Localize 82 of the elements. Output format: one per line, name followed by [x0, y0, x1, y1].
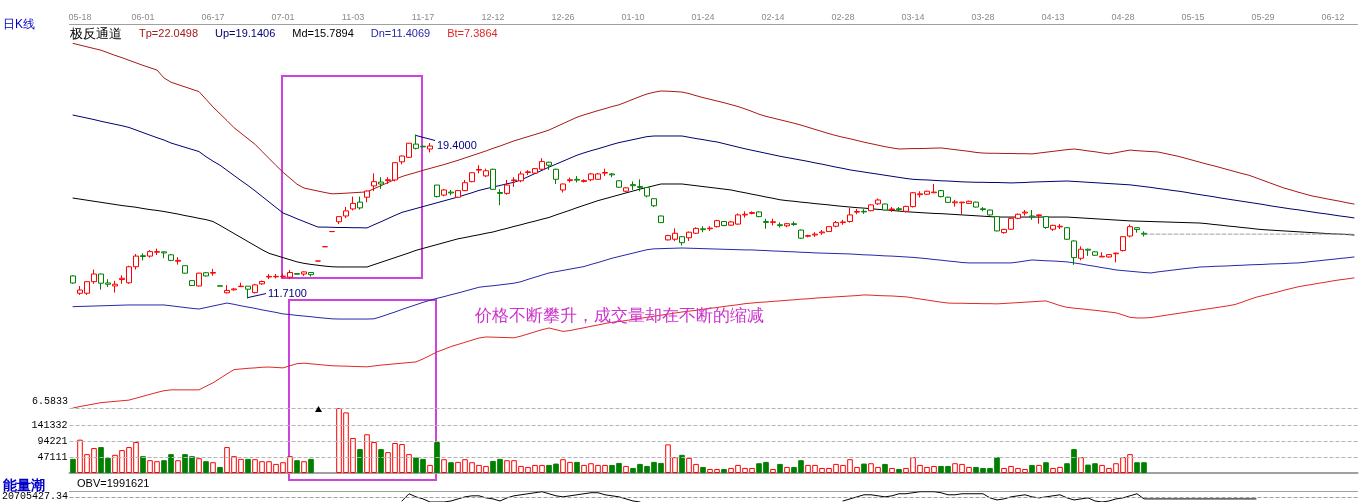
bar — [308, 458, 314, 473]
candlestick — [1141, 230, 1147, 237]
candlestick — [651, 198, 657, 208]
x-tick-label: 06-17 — [201, 11, 225, 22]
candlestick — [1113, 252, 1119, 263]
candlestick — [70, 274, 76, 285]
candlestick — [469, 171, 475, 183]
text: Dn=11.4069 — [370, 27, 431, 40]
text: Tp=22.0498 — [139, 27, 199, 40]
candlestick — [259, 280, 265, 286]
bar — [1029, 464, 1035, 473]
x-tick-label: 04-28 — [1111, 11, 1135, 22]
bar — [70, 458, 76, 473]
candlestick — [868, 203, 874, 212]
bar — [721, 468, 727, 473]
candlestick — [630, 180, 636, 191]
bar — [357, 449, 363, 473]
candlestick — [1092, 250, 1098, 257]
candlestick — [560, 183, 566, 194]
x-tick-label: 12-12 — [481, 11, 505, 22]
bar — [441, 459, 447, 473]
bar — [882, 463, 888, 473]
bar — [1036, 464, 1042, 473]
bar — [245, 458, 251, 473]
bar — [140, 456, 146, 473]
legend-title: 极反通道 — [70, 26, 122, 41]
candlestick — [231, 287, 237, 292]
candlestick — [224, 284, 230, 294]
bar — [700, 466, 706, 473]
chart-title: 日K线 — [3, 17, 36, 31]
bar — [770, 468, 776, 473]
y-tick-label: 94221 — [37, 435, 68, 447]
x-tick-label: 06-01 — [131, 11, 155, 22]
x-tick-label: 06-12 — [1321, 11, 1345, 22]
bar — [777, 463, 783, 473]
x-tick-label: 12-26 — [551, 11, 575, 22]
text: 6.5833 — [31, 396, 68, 407]
bar — [679, 454, 685, 473]
bar — [196, 458, 202, 473]
bar — [203, 461, 209, 473]
x-tick-label: 03-14 — [901, 11, 925, 22]
bar — [175, 460, 181, 473]
bar — [378, 449, 384, 473]
y-tick-label: 47111 — [37, 451, 68, 463]
x-tick-label: 01-24 — [691, 11, 715, 22]
text: Md=15.7894 — [292, 27, 354, 40]
bar — [889, 467, 895, 473]
x-tick-label: 07-01 — [271, 11, 295, 22]
x-tick-label: 03-28 — [971, 11, 995, 22]
candlestick — [364, 189, 370, 203]
bar — [1078, 457, 1084, 473]
x-tick-label: 05-18 — [68, 11, 92, 22]
candlestick — [182, 265, 188, 275]
x-tick-label: 02-28 — [831, 11, 855, 22]
bar — [784, 466, 790, 473]
bar — [623, 465, 629, 473]
x-tick-label: 01-10 — [621, 11, 645, 22]
y-tick-label: 141332 — [31, 419, 68, 431]
bar — [896, 468, 902, 473]
text: Bt=7.3864 — [447, 27, 498, 40]
bar — [301, 461, 307, 473]
x-tick-label: 11-17 — [411, 11, 435, 22]
candlestick — [658, 215, 664, 224]
bar — [1043, 462, 1049, 473]
bar — [217, 466, 223, 473]
candlestick — [553, 168, 559, 185]
x-tick-label: 05-29 — [1251, 11, 1275, 22]
candlestick — [1022, 209, 1028, 217]
bar — [861, 463, 867, 473]
x-tick-label: 11-03 — [341, 11, 365, 22]
annotation: 19.4000 — [437, 139, 477, 152]
annotation: 11.7100 — [268, 286, 307, 299]
bar — [448, 462, 454, 473]
bar — [210, 462, 216, 473]
bar — [427, 464, 433, 473]
bar — [294, 460, 300, 473]
text: Up=19.1406 — [215, 27, 276, 40]
x-tick-label: 02-14 — [761, 11, 785, 22]
x-tick-label: 05-15 — [1181, 11, 1205, 22]
bar — [434, 442, 440, 473]
bar — [574, 461, 580, 473]
x-tick-label: 04-13 — [1041, 11, 1065, 22]
